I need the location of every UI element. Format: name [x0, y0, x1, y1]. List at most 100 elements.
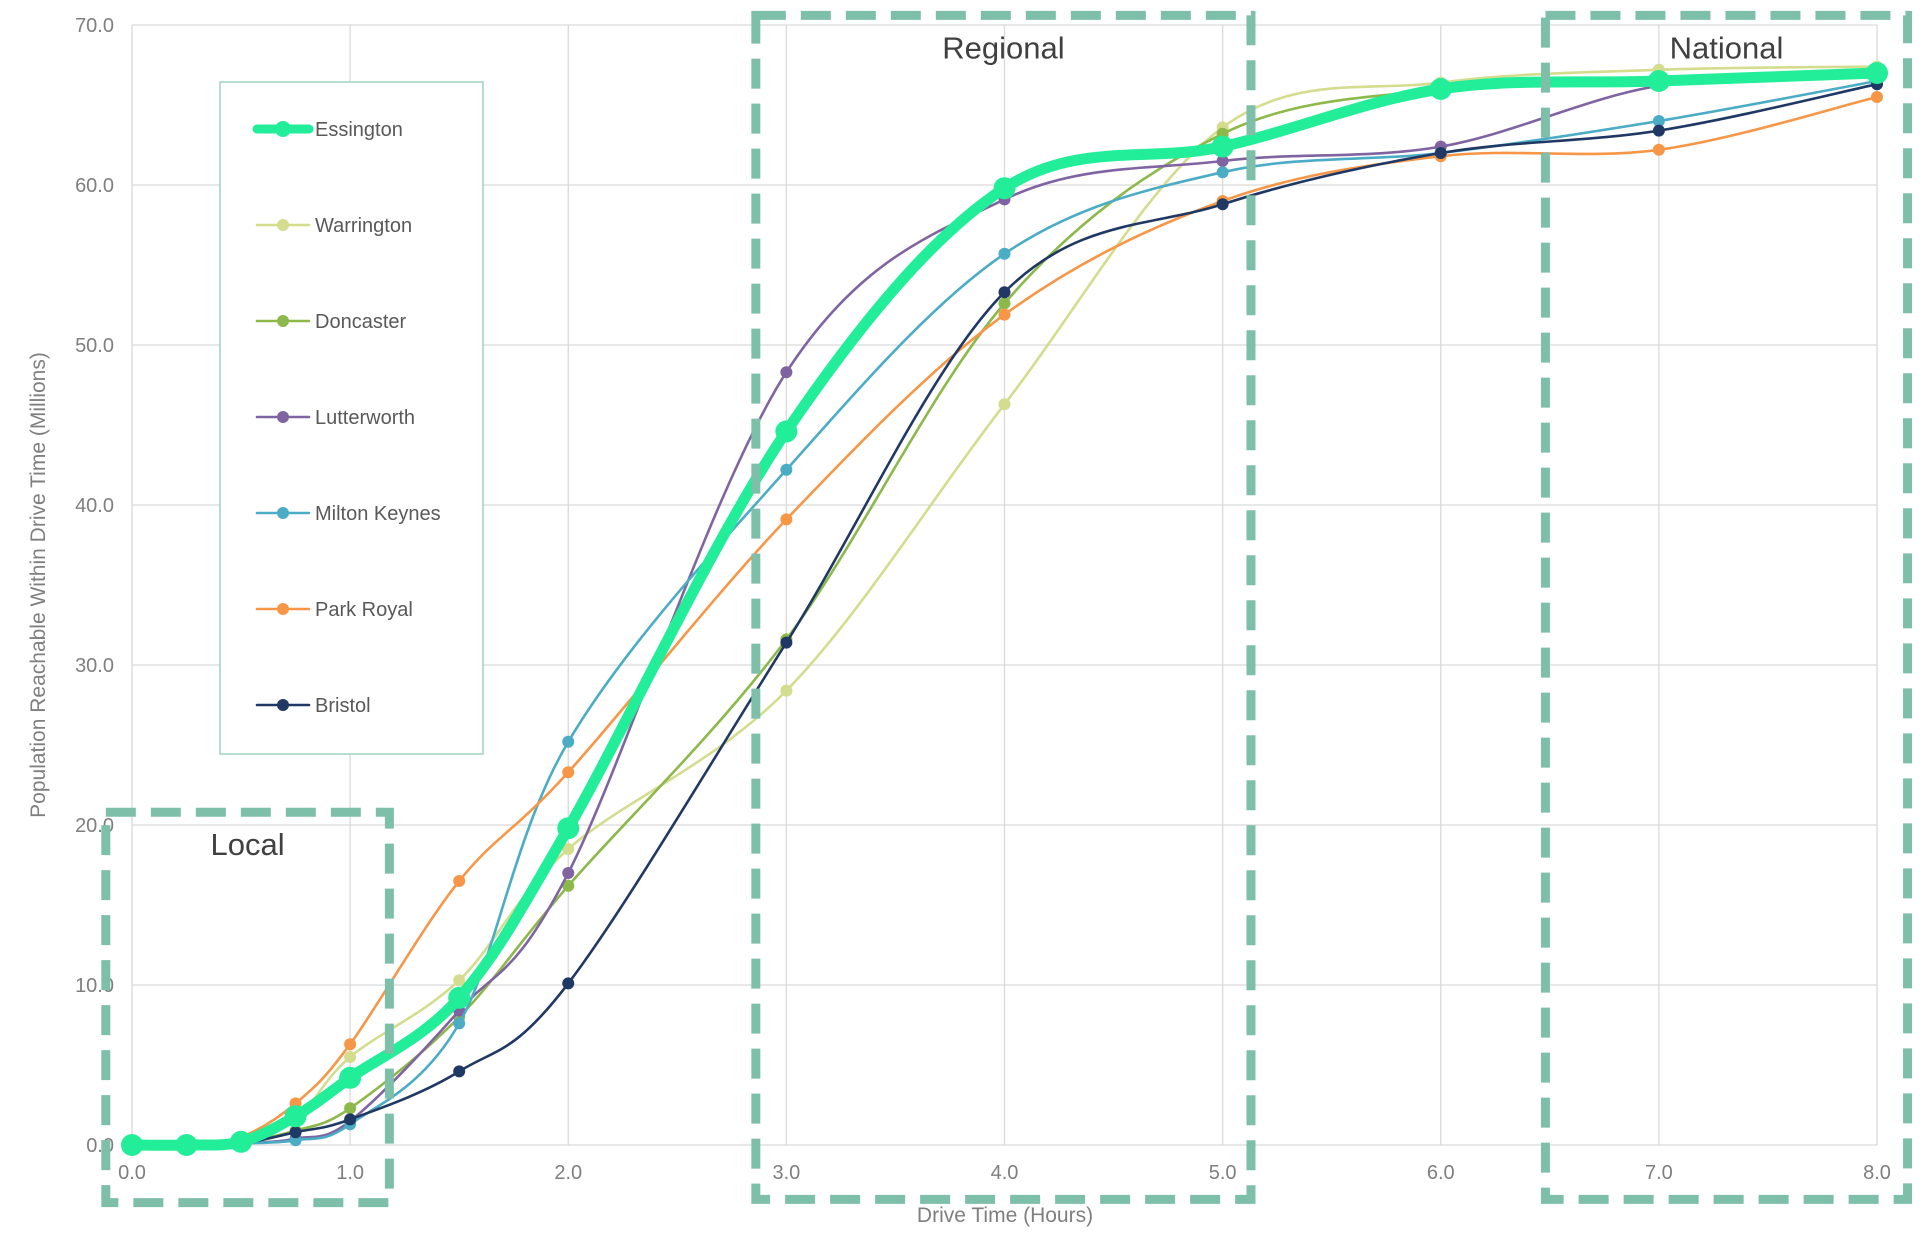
- legend-swatch-marker: [277, 219, 289, 231]
- legend-swatch-marker: [275, 121, 291, 137]
- data-point-warrington: [780, 684, 793, 697]
- legend-label: Doncaster: [315, 311, 406, 333]
- data-point-essington: [448, 986, 471, 1009]
- series-lines: [121, 60, 1888, 1156]
- data-point-essington: [284, 1105, 307, 1128]
- x-tick-label: 8.0: [1863, 1162, 1891, 1184]
- x-tick-label: 3.0: [772, 1162, 800, 1184]
- drive-zones: Local Regional National: [101, 10, 1913, 1208]
- data-point-park-royal: [780, 513, 793, 526]
- x-tick-label: 5.0: [1209, 1162, 1237, 1184]
- x-tick-label: 0.0: [118, 1162, 146, 1184]
- data-point-essington: [1429, 78, 1452, 100]
- legend-swatch-marker: [277, 603, 289, 615]
- x-axis-ticks: 0.0 1.0 2.0 3.0 4.0 5.0 6.0 7.0 8.0: [118, 1162, 1891, 1184]
- data-point-milton-keynes: [1652, 115, 1665, 127]
- data-point-park-royal: [344, 1038, 357, 1051]
- data-point-milton-keynes: [780, 463, 793, 476]
- zone-local: Local: [101, 807, 394, 1208]
- x-tick-label: 4.0: [991, 1162, 1019, 1184]
- data-point-bristol: [780, 636, 793, 649]
- zone-box-regional: [751, 10, 1256, 1204]
- legend-label: Milton Keynes: [315, 503, 441, 525]
- x-tick-label: 2.0: [554, 1162, 582, 1184]
- data-point-bristol: [344, 1113, 357, 1126]
- data-point-milton-keynes: [998, 247, 1011, 260]
- data-point-bristol: [1434, 147, 1447, 159]
- data-point-essington: [121, 1134, 143, 1156]
- x-tick-label: 6.0: [1427, 1162, 1455, 1184]
- data-point-lutterworth: [780, 366, 793, 379]
- data-point-bristol: [1652, 124, 1665, 137]
- legend-item-lutterworth: Lutterworth: [255, 407, 415, 429]
- legend-label: Essington: [315, 119, 403, 141]
- legend-item-warrington: Warrington: [255, 215, 412, 237]
- legend-items: Essington Warrington Doncaster Lutterworth M…: [252, 119, 441, 717]
- legend-label: Lutterworth: [315, 407, 415, 429]
- data-point-park-royal: [1652, 143, 1665, 156]
- data-point-essington: [1866, 62, 1888, 84]
- legend-item-essington: Essington: [252, 119, 403, 141]
- data-point-lutterworth: [562, 867, 575, 879]
- zone-box-national: [1540, 10, 1913, 1204]
- data-point-warrington: [562, 843, 575, 855]
- data-point-warrington: [344, 1051, 357, 1063]
- legend-item-bristol: Bristol: [255, 695, 371, 717]
- legend-item-park-royal: Park Royal: [255, 599, 413, 621]
- data-point-bristol: [1216, 198, 1229, 211]
- series-essington: [121, 62, 1888, 1156]
- data-point-park-royal: [998, 308, 1011, 321]
- y-tick-label: 50.0: [75, 335, 114, 357]
- legend-label: Park Royal: [315, 599, 413, 621]
- data-point-doncaster: [562, 879, 575, 892]
- y-tick-label: 70.0: [75, 15, 114, 37]
- zone-label-regional: Regional: [942, 30, 1064, 65]
- data-point-warrington: [998, 398, 1011, 411]
- legend-item-milton-keynes: Milton Keynes: [255, 503, 441, 525]
- data-point-essington: [557, 817, 580, 840]
- data-point-essington: [175, 1134, 198, 1156]
- zone-box-local: [101, 807, 394, 1208]
- legend-label: Bristol: [315, 695, 371, 717]
- data-point-doncaster: [998, 297, 1011, 310]
- data-point-essington: [993, 177, 1016, 200]
- y-tick-label: 60.0: [75, 175, 114, 197]
- data-point-bristol: [453, 1065, 466, 1078]
- legend-swatch-marker: [277, 699, 289, 711]
- data-point-essington: [1647, 70, 1670, 92]
- x-axis-title: Drive Time (Hours): [917, 1204, 1093, 1227]
- data-point-milton-keynes: [453, 1017, 466, 1030]
- data-point-park-royal: [453, 875, 466, 887]
- x-tick-label: 1.0: [336, 1162, 364, 1184]
- zone-label-national: National: [1670, 30, 1784, 65]
- legend-swatch-marker: [277, 315, 289, 327]
- x-tick-label: 7.0: [1645, 1162, 1673, 1184]
- legend-swatch-marker: [277, 411, 289, 423]
- data-point-doncaster: [344, 1102, 357, 1115]
- legend-item-doncaster: Doncaster: [255, 311, 406, 333]
- data-point-milton-keynes: [562, 735, 575, 748]
- legend-swatch-marker: [277, 507, 289, 519]
- zone-regional: Regional: [751, 10, 1256, 1204]
- data-point-bristol: [562, 977, 575, 990]
- data-point-milton-keynes: [1216, 166, 1229, 179]
- data-point-park-royal: [1871, 91, 1883, 103]
- y-tick-label: 40.0: [75, 495, 114, 517]
- legend-label: Warrington: [315, 215, 412, 237]
- data-point-essington: [775, 420, 798, 443]
- legend: Essington Warrington Doncaster Lutterworth M…: [219, 81, 484, 755]
- data-point-bristol: [289, 1126, 302, 1139]
- data-point-park-royal: [562, 766, 575, 779]
- zone-national: National: [1540, 10, 1913, 1204]
- data-point-warrington: [453, 974, 466, 987]
- zone-label-local: Local: [211, 827, 285, 862]
- data-point-bristol: [998, 286, 1011, 299]
- data-point-essington: [1211, 135, 1234, 158]
- data-point-lutterworth: [1216, 155, 1229, 167]
- data-point-essington: [230, 1130, 253, 1153]
- data-point-essington: [339, 1066, 362, 1089]
- y-tick-label: 30.0: [75, 655, 114, 677]
- y-axis-title: Population Reachable Within Drive Time (…: [27, 352, 50, 818]
